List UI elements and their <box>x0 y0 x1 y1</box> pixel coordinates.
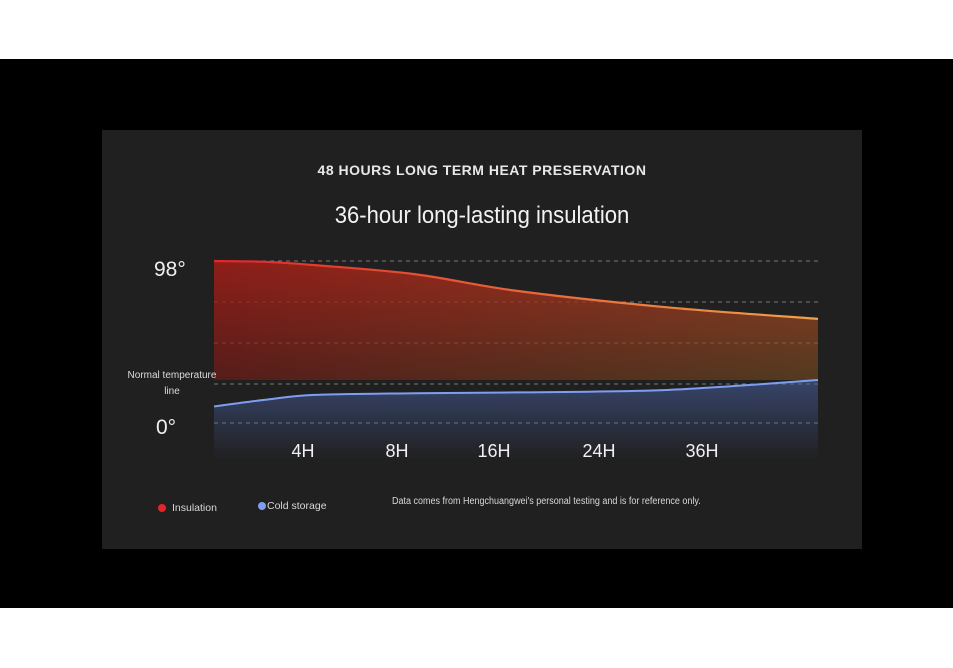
chart-panel: 48 HOURS LONG TERM HEAT PRESERVATION 36-… <box>102 130 862 549</box>
x-tick-label: 24H <box>582 441 615 461</box>
x-tick-label: 4H <box>291 441 314 461</box>
y-tick-bottom: 0° <box>156 416 176 439</box>
chart-heading: 48 HOURS LONG TERM HEAT PRESERVATION <box>317 162 647 178</box>
temperature-chart: 98° 0° Normal temperature line 4H 8H 16H 24H… <box>128 258 819 461</box>
cold-storage-line <box>213 379 819 408</box>
x-tick-label: 36H <box>685 441 718 461</box>
cold-storage-area <box>214 380 818 460</box>
legend-cold-label: Cold storage <box>267 500 327 512</box>
legend-cold-storage: Cold storage <box>258 500 327 512</box>
insulation-line <box>213 259 819 320</box>
insulation-area-tint <box>214 261 818 380</box>
x-tick-label: 8H <box>385 441 408 461</box>
reference-line-label: Normal temperature line <box>128 370 217 397</box>
legend-insulation: Insulation <box>158 502 217 514</box>
legend-insulation-dot <box>158 504 166 512</box>
legend-insulation-label: Insulation <box>172 502 217 514</box>
legend-cold-dot <box>258 502 266 510</box>
x-tick-label: 16H <box>477 441 510 461</box>
y-tick-top: 98° <box>154 258 186 281</box>
footnote: Data comes from Hengchuangwei's personal… <box>392 496 701 507</box>
chart-subtitle: 36-hour long-lasting insulation <box>334 202 630 229</box>
